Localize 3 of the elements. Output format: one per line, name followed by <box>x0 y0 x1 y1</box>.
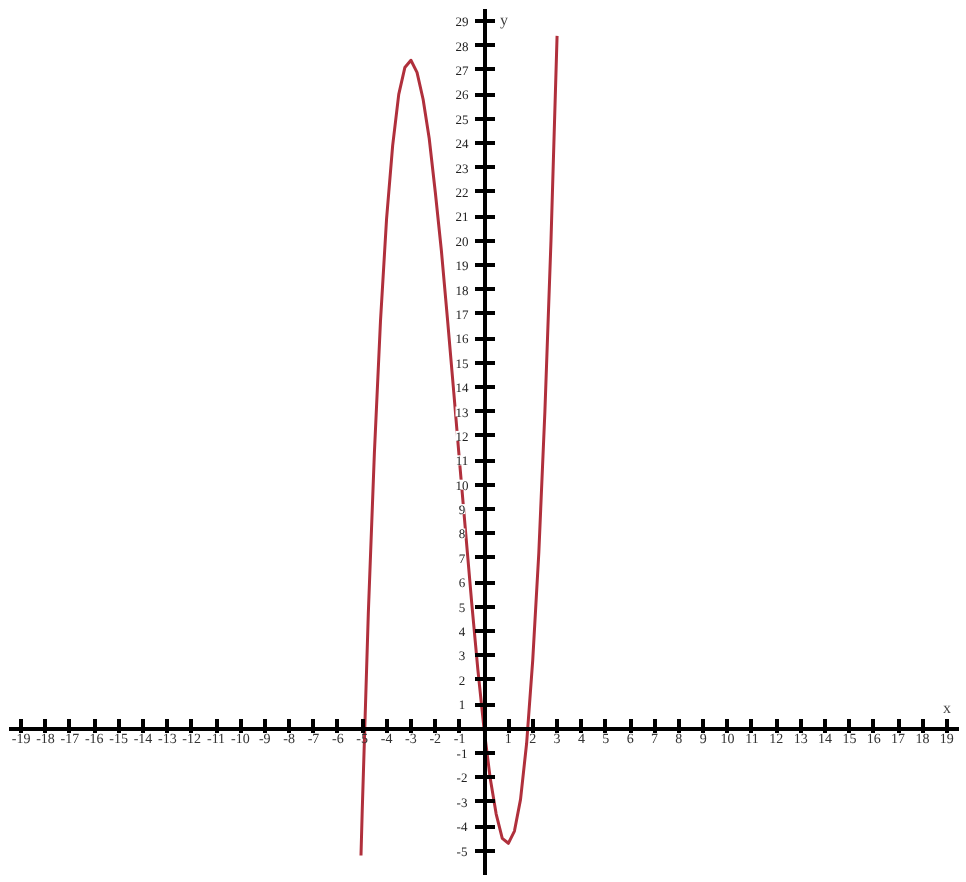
line-series <box>359 34 559 857</box>
x-axis-title: x <box>943 698 951 717</box>
y-axis-title: y <box>500 11 508 29</box>
